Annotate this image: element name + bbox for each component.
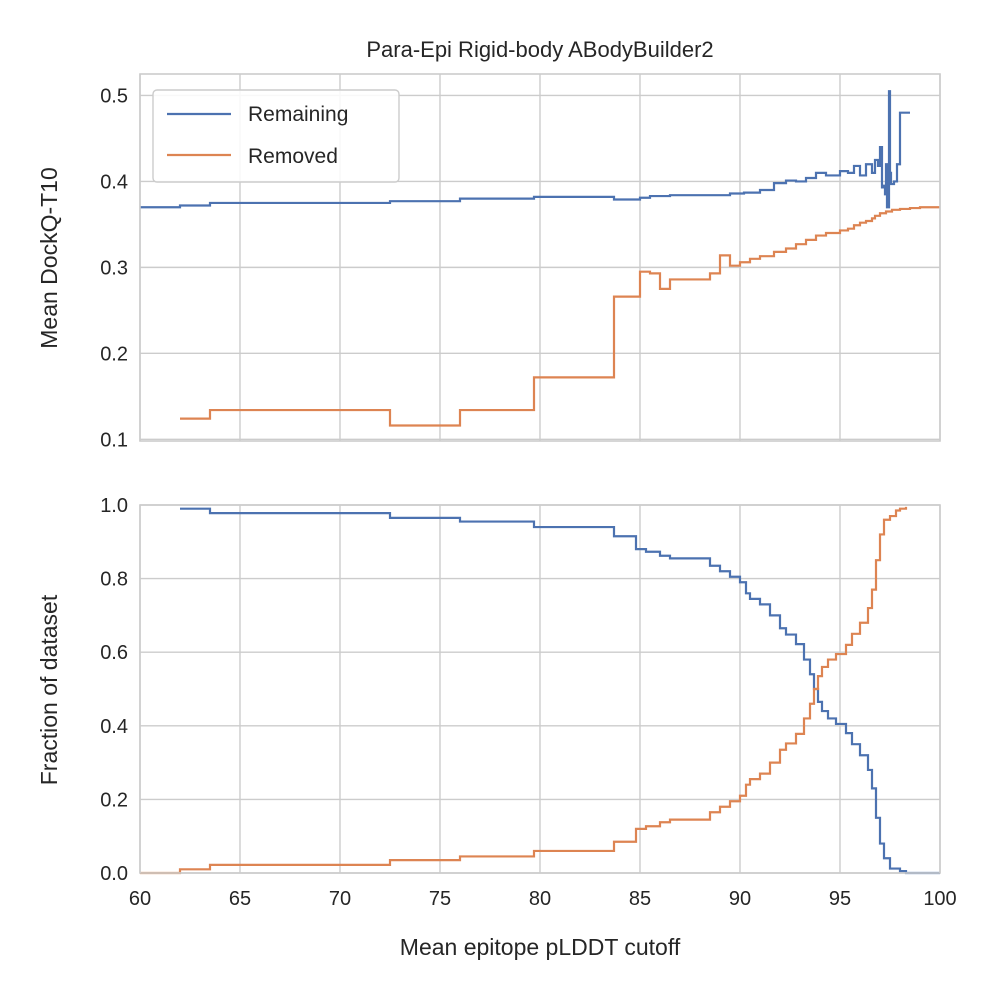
bottom-y-axis-label: Fraction of dataset — [36, 594, 62, 785]
bottom-y-tick-label: 0.8 — [100, 569, 128, 591]
bottom-x-tick-label: 80 — [529, 888, 551, 910]
top-panel: Para-Epi Rigid-body ABodyBuilder2 0.1 0.2… — [36, 37, 941, 451]
bottom-series-line-remaining — [180, 507, 940, 875]
bottom-y-tick-label: 0.6 — [100, 642, 128, 664]
top-y-tick-label: 0.4 — [100, 171, 128, 193]
top-frame — [139, 73, 941, 442]
top-y-tick-label: 0.5 — [100, 85, 128, 107]
legend-label-removed: Removed — [248, 145, 338, 168]
legend: Remaining Removed — [152, 89, 400, 183]
legend-label-remaining: Remaining — [248, 103, 348, 126]
bottom-x-tick-label: 95 — [829, 888, 851, 910]
bottom-x-tick-label: 75 — [429, 888, 451, 910]
x-axis-label: Mean epitope pLDDT cutoff — [400, 934, 681, 960]
bottom-frame — [139, 504, 941, 874]
bottom-y-tick-labels: 0.0 0.2 0.4 0.6 0.8 1.0 — [100, 495, 128, 885]
bottom-y-tick-label: 0.4 — [100, 716, 128, 738]
bottom-x-tick-labels: 60 65 70 75 80 85 90 95 100 — [129, 888, 957, 910]
bottom-series — [140, 506, 940, 875]
chart-title: Para-Epi Rigid-body ABodyBuilder2 — [366, 37, 713, 62]
top-series — [140, 90, 940, 427]
bottom-grid — [139, 504, 941, 874]
top-y-axis-label: Mean DockQ-T10 — [36, 167, 62, 349]
top-y-tick-labels: 0.1 0.2 0.3 0.4 0.5 — [100, 85, 128, 451]
bottom-panel: 0.0 0.2 0.4 0.6 0.8 1.0 60 65 70 75 80 85 90 95 100 M… — [36, 495, 957, 960]
top-y-tick-label: 0.1 — [100, 429, 128, 451]
bottom-x-tick-label: 60 — [129, 888, 151, 910]
bottom-x-tick-label: 85 — [629, 888, 651, 910]
top-y-tick-label: 0.2 — [100, 343, 128, 365]
bottom-y-tick-label: 0.2 — [100, 789, 128, 811]
top-y-tick-label: 0.3 — [100, 257, 128, 279]
bottom-x-tick-label: 65 — [229, 888, 251, 910]
bottom-x-tick-label: 70 — [329, 888, 351, 910]
bottom-y-tick-label: 1.0 — [100, 495, 128, 517]
top-series-line-removed — [180, 206, 940, 427]
bottom-y-tick-label: 0.0 — [100, 863, 128, 885]
top-series-line-remaining — [140, 90, 910, 209]
bottom-series-line-removed — [140, 506, 908, 875]
bottom-x-tick-label: 100 — [923, 888, 956, 910]
bottom-x-tick-label: 90 — [729, 888, 751, 910]
